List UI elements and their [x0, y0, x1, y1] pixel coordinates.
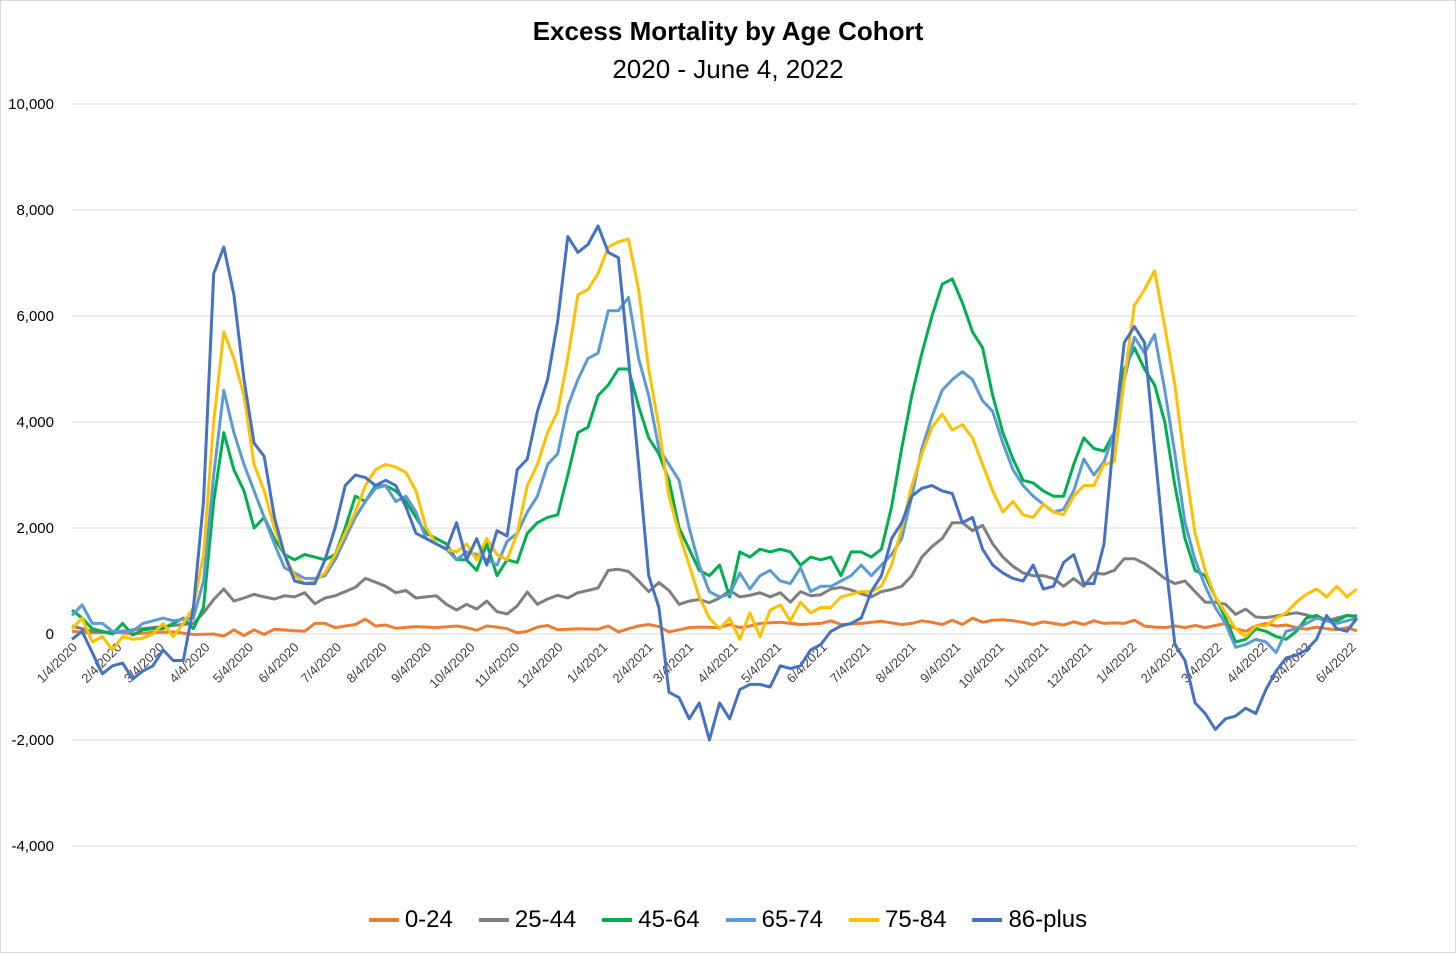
y-tick-label: 6,000 [16, 308, 54, 325]
series-line-0-24 [71, 616, 1358, 638]
chart-title: Excess Mortality by Age Cohort [532, 16, 924, 46]
x-tick-label: 3/4/2021 [650, 640, 696, 686]
legend-swatch [602, 918, 633, 922]
y-tick-label: 0 [46, 626, 54, 643]
series-line-75-84 [70, 237, 1358, 652]
legend-label: 0-24 [404, 906, 453, 933]
x-tick-label: 2/4/2021 [609, 640, 655, 686]
x-tick-label: 4/4/2020 [166, 640, 212, 686]
legend-item-65-74: 65-74 [725, 906, 824, 934]
x-tick-label: 8/4/2020 [343, 640, 389, 686]
legend-swatch [849, 918, 880, 922]
x-tick-label: 10/4/2020 [426, 640, 478, 692]
x-tick-label: 1/4/2020 [34, 640, 80, 686]
x-tick-label: 12/4/2021 [1043, 640, 1095, 692]
legend-item-0-24: 0-24 [368, 906, 453, 934]
x-tick-label: 2/4/2020 [78, 640, 124, 686]
y-tick-label: 4,000 [16, 414, 54, 431]
y-tick-label: -4,000 [11, 838, 54, 855]
legend-label: 86-plus [1008, 906, 1088, 933]
y-tick-label: 2,000 [16, 520, 54, 537]
x-tick-label: 4/4/2022 [1224, 640, 1270, 686]
legend-label: 65-74 [761, 906, 824, 933]
series-line-45-64 [71, 277, 1358, 644]
y-tick-label: 8,000 [16, 202, 54, 219]
legend-label: 75-84 [885, 906, 947, 933]
x-tick-label: 11/4/2021 [1001, 640, 1052, 691]
x-tick-label: 1/4/2021 [564, 640, 610, 686]
legend-label: 45-64 [638, 906, 700, 933]
legend-item-75-84: 75-84 [849, 906, 946, 934]
x-tick-label: 7/4/2020 [298, 640, 344, 686]
legend-swatch [972, 918, 1003, 922]
x-tick-label: 7/4/2021 [827, 640, 873, 686]
x-tick-label: 1/4/2022 [1093, 640, 1139, 686]
x-tick-label: 5/4/2020 [210, 640, 256, 686]
series-line-25-44 [71, 521, 1358, 635]
series-line-65-74 [70, 295, 1358, 654]
chart-legend: 0-24 25-44 45-64 65-74 75-84 86-plus [0, 906, 1456, 934]
x-tick-label: 8/4/2021 [873, 640, 919, 686]
legend-item-25-44: 25-44 [478, 906, 577, 934]
legend-item-45-64: 45-64 [602, 906, 700, 934]
x-tick-label: 11/4/2020 [471, 640, 522, 691]
x-tick-label: 6/4/2022 [1313, 640, 1359, 686]
y-tick-label: -2,000 [11, 732, 54, 749]
y-tick-label: 10,000 [8, 96, 54, 113]
series-line-86-plus [71, 224, 1359, 742]
x-tick-label: 5/4/2021 [738, 640, 784, 686]
legend-swatch [368, 918, 399, 922]
legend-swatch [725, 918, 756, 922]
x-tick-label: 6/4/2021 [783, 640, 829, 686]
x-tick-label: 5/4/2022 [1267, 640, 1313, 686]
legend-item-86-plus: 86-plus [972, 906, 1087, 934]
x-tick-label: 12/4/2020 [514, 640, 566, 692]
x-tick-label: 10/4/2021 [955, 640, 1007, 692]
x-tick-label: 4/4/2021 [694, 640, 740, 686]
legend-label: 25-44 [514, 906, 577, 933]
chart-subtitle: 2020 - June 4, 2022 [612, 54, 844, 84]
x-tick-label: 3/4/2020 [121, 640, 167, 686]
legend-swatch [478, 918, 509, 922]
x-tick-label: 6/4/2020 [255, 640, 301, 686]
